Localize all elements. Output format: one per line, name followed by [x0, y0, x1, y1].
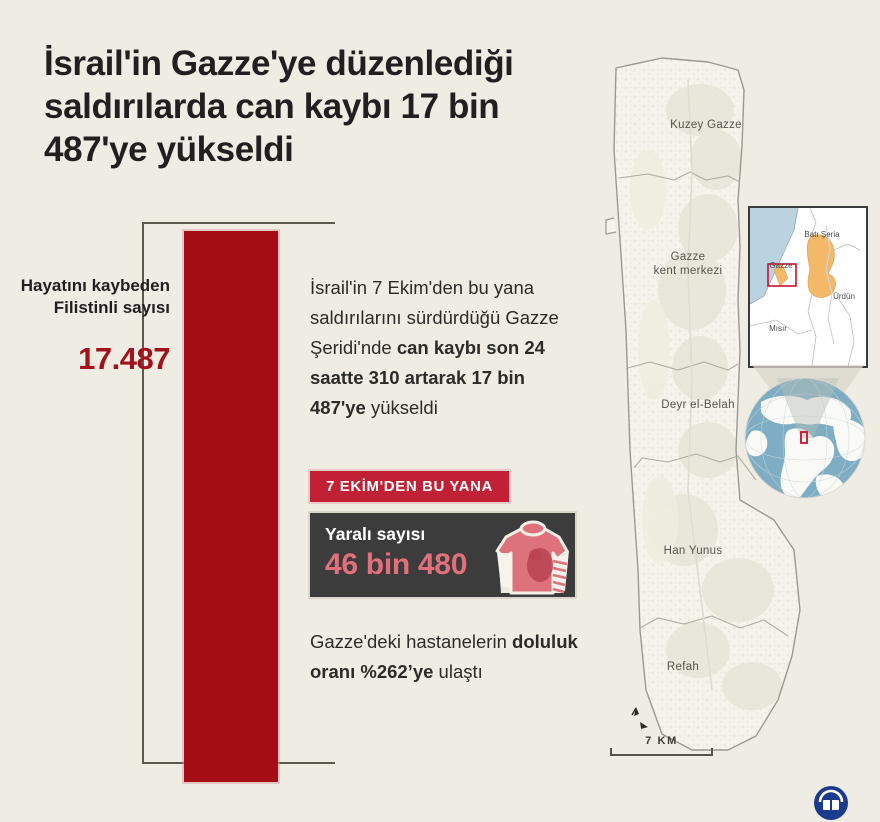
map-label-gazze-kent-merkezi: Gazze kent merkezi [653, 251, 723, 278]
lede-bold-1: can kaybı son 24 saatte 310 artarak 17 b… [310, 336, 545, 418]
scale-bar-cap-left [610, 748, 612, 756]
wounded-value: 46 bin 480 [325, 548, 468, 581]
since-oct7-banner: 7 EKİM'DEN BU YANA [310, 471, 509, 502]
hospital-paragraph: Gazze'deki hastanelerin doluluk oranı %2… [310, 627, 585, 687]
inset-label-bati-seria: Batı Şeria [804, 230, 840, 239]
tail-part-2: ulaştı [433, 660, 483, 682]
bracket-gap-mask [144, 300, 148, 730]
map-label-deyr-el-belah: Deyr el-Belah [661, 399, 735, 411]
scale-bar-cap-right [711, 748, 713, 756]
bandaged-tshirt-icon [495, 520, 569, 595]
wounded-card: Yaralı sayısı 46 bin 480 [310, 513, 575, 597]
north-arrow-icon [631, 707, 648, 734]
map-label-kuzey-gazze: Kuzey Gazze [670, 119, 742, 131]
deaths-label: Hayatını kaybeden Filistinli sayısı [20, 276, 170, 318]
inset-label-urdun: Ürdün [833, 292, 855, 301]
scale-bar-line [610, 754, 713, 756]
tail-bold-1: doluluk oranı %262’ye [310, 631, 578, 682]
gaza-map: Kuzey Gazze Gazze kent merkezi Deyr el-B… [588, 50, 880, 780]
inset-label-misir: Mısır [769, 324, 787, 333]
regional-locator-inset: Batı Şeria Gazze Ürdün Mısır [748, 206, 868, 368]
lede-paragraph: İsrail'in 7 Ekim'den bu yana saldırıları… [310, 273, 585, 423]
map-label-han-yunus: Han Yunus [663, 545, 723, 557]
world-globe-locator-icon [743, 376, 867, 500]
since-oct7-banner-label: 7 EKİM'DEN BU YANA [326, 478, 493, 495]
deaths-bar [184, 231, 278, 782]
wounded-label: Yaralı sayısı [325, 524, 426, 544]
map-label-refah: Refah [666, 661, 700, 673]
lede-part-1: İsrail'in 7 Ekim'den bu yana saldırıları… [310, 277, 559, 358]
page-title: İsrail'in Gazze'ye düzenlediği saldırıla… [44, 44, 514, 170]
agency-logo-icon [814, 786, 848, 820]
map-scale-label: 7 KM [645, 735, 678, 747]
deaths-value: 17.487 [78, 341, 170, 376]
tail-part-1: Gazze'deki hastanelerin [310, 631, 513, 652]
gaza-strip-shape [605, 57, 801, 751]
inset-label-gazze: Gazze [769, 261, 793, 270]
regional-locator-graphic [750, 208, 866, 366]
lede-part-2: yükseldi [365, 396, 438, 418]
